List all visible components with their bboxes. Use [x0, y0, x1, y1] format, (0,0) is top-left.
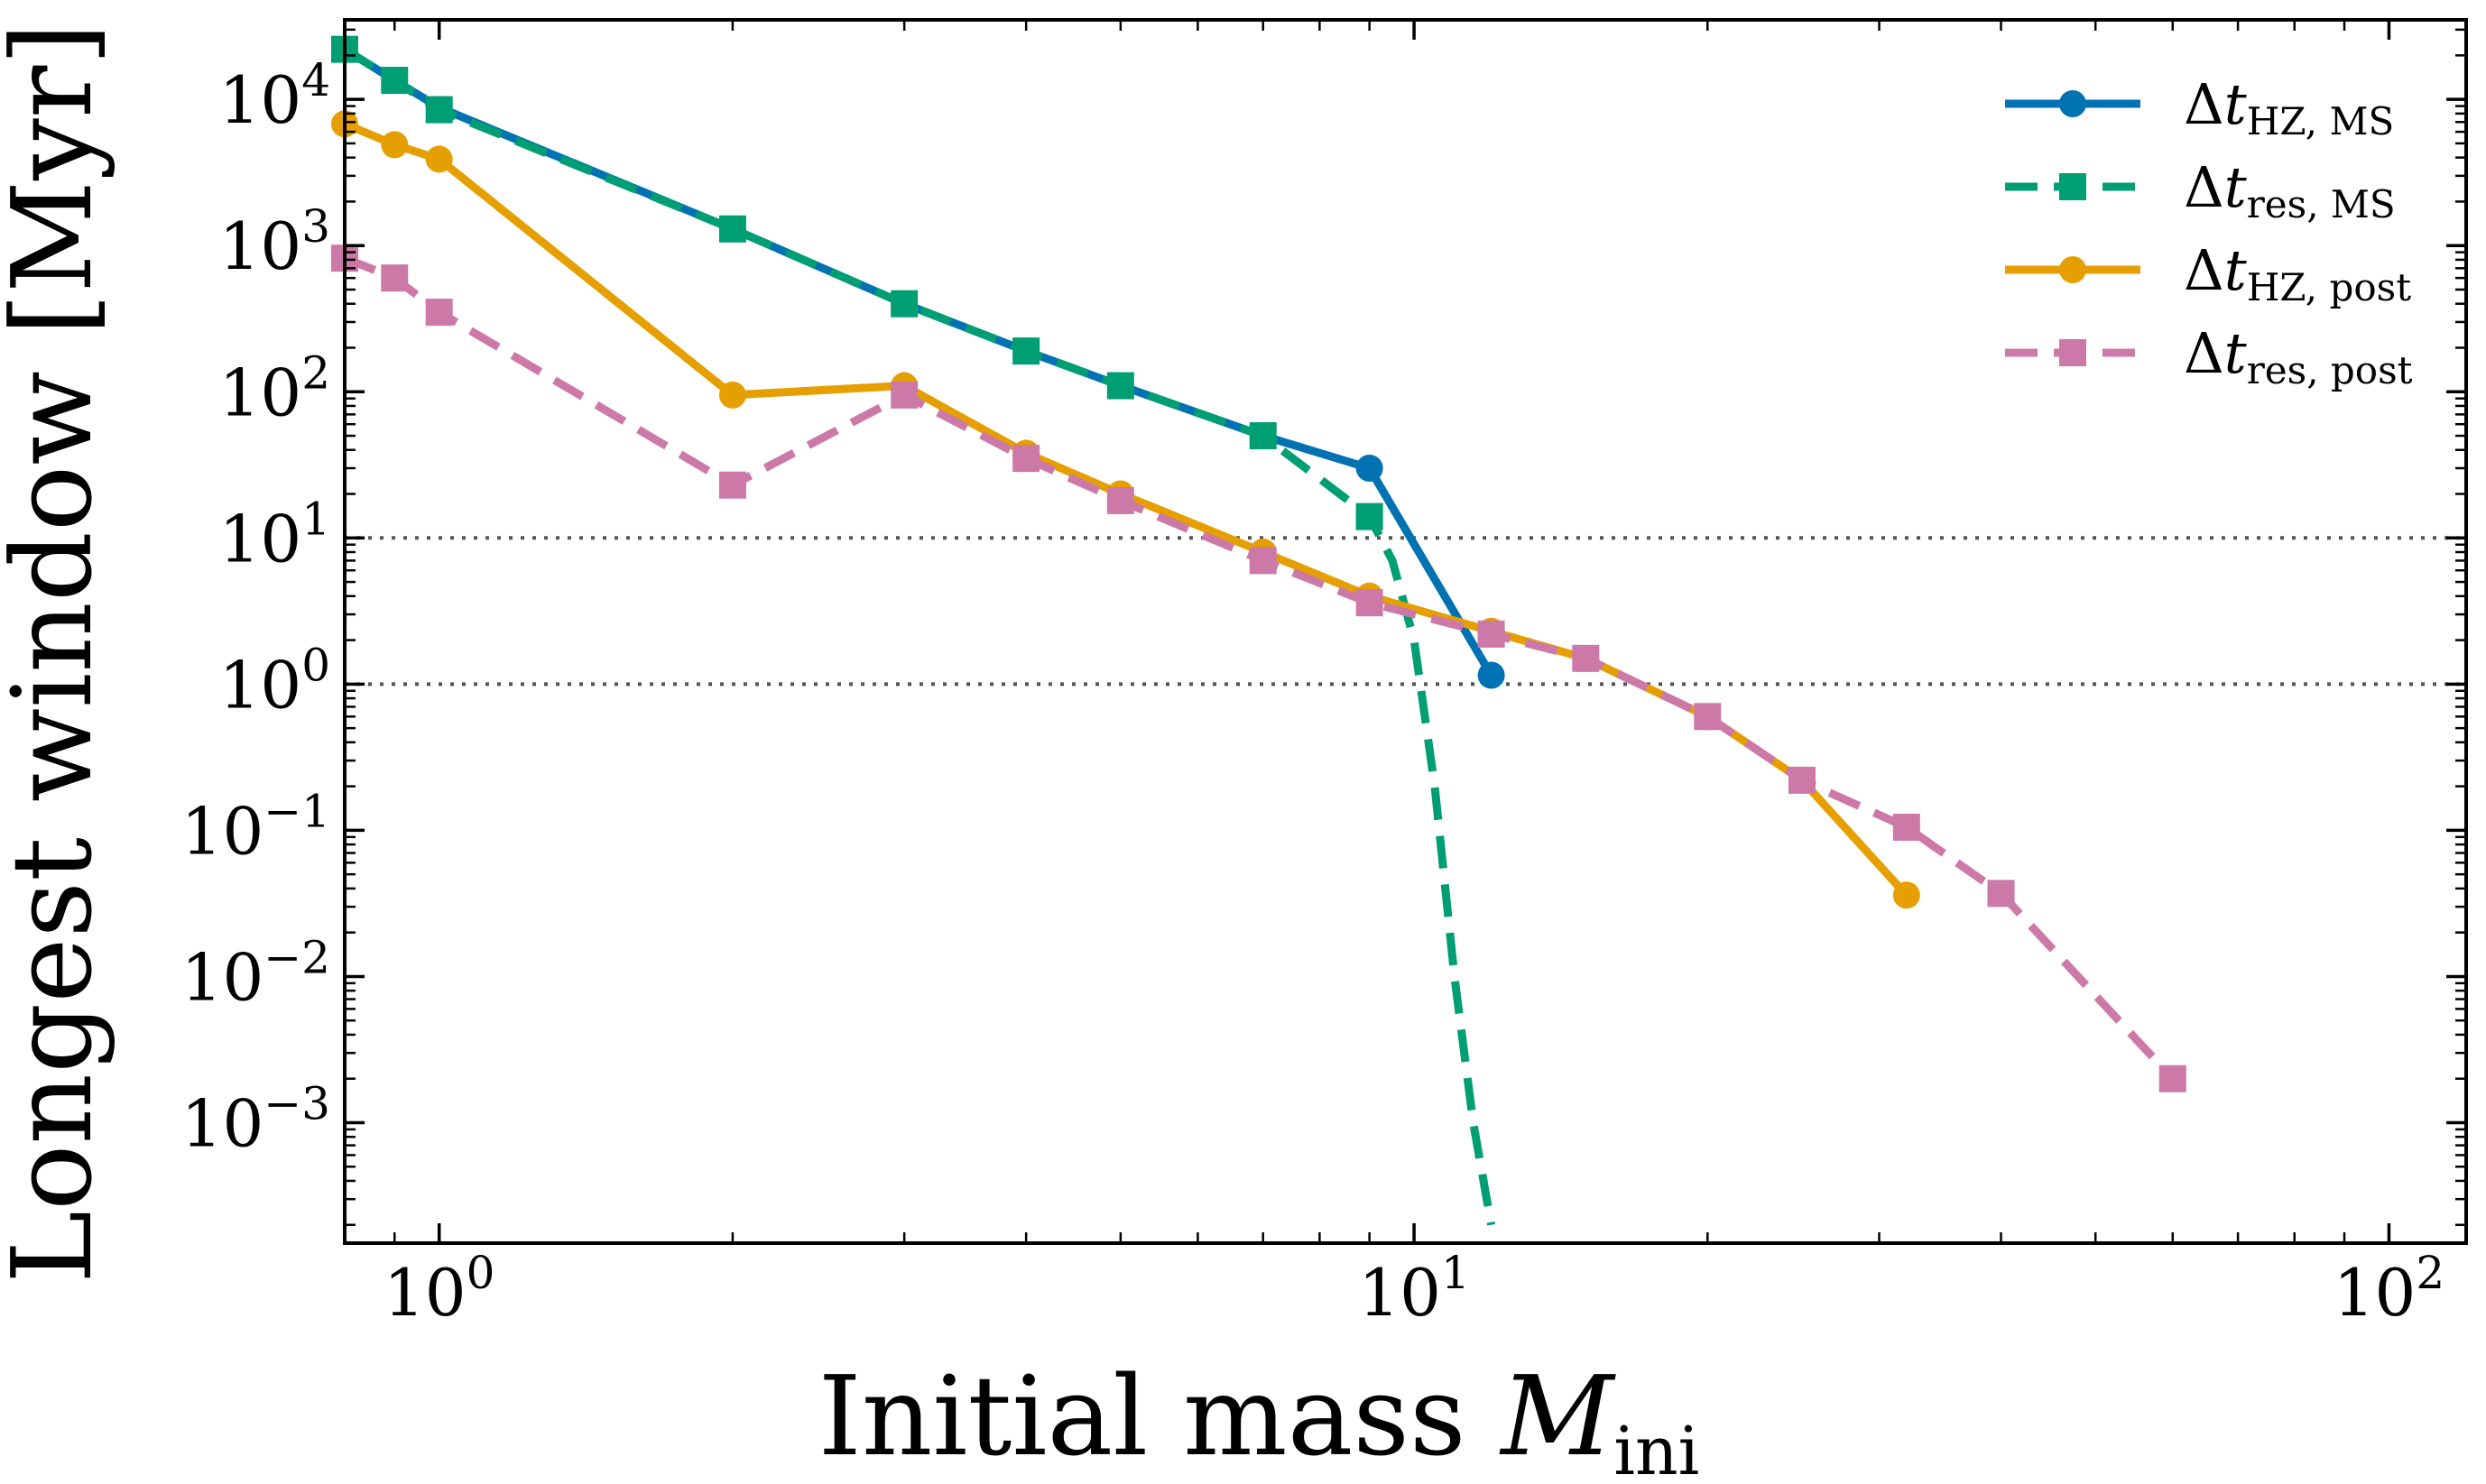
legend: ΔtHZ, MS Δtres, MS ΔtHZ, post Δtres, post: [2005, 71, 2413, 392]
legend-label: ΔtHZ, MS: [2184, 71, 2394, 143]
y-tick-label: 101: [219, 493, 330, 576]
legend-swatch-marker: [2059, 339, 2086, 366]
series-hz-ms: [342, 45, 1505, 689]
data-point: [1987, 880, 2015, 908]
legend-label: Δtres, MS: [2184, 154, 2396, 226]
plot-frame: [343, 18, 2468, 1245]
data-point: [1892, 881, 1920, 909]
series-res-post: [331, 244, 2186, 1092]
data-point: [1788, 766, 1816, 794]
data-point: [1106, 372, 1134, 400]
x-tick-label: 101: [1358, 1247, 1469, 1331]
data-point: [381, 67, 409, 95]
ticks-layer: 100 101 102 104 103 102 101 100 10−1 10−2 10−3: [181, 20, 2466, 1331]
data-point: [1249, 422, 1277, 450]
y-tick-label: 10−2: [181, 931, 330, 1015]
legend-swatch-marker: [2059, 256, 2086, 283]
legend-label: Δtres, post: [2184, 320, 2413, 392]
data-point: [1572, 644, 1600, 672]
legend-swatch-marker: [2059, 173, 2086, 200]
data-point: [381, 131, 409, 159]
y-tick-label: 102: [219, 346, 330, 430]
data-point: [2158, 1065, 2186, 1092]
series-layer: [331, 35, 2186, 1226]
data-point: [381, 264, 409, 292]
legend-item: ΔtHZ, post: [2005, 237, 2411, 309]
series-line: [342, 45, 1495, 677]
legend-swatch-marker: [2059, 90, 2086, 117]
y-tick-label: 10−1: [181, 785, 330, 869]
data-point: [718, 215, 746, 243]
data-point: [1355, 589, 1383, 617]
data-point: [425, 145, 453, 173]
legend-label: ΔtHZ, post: [2184, 237, 2411, 309]
x-axis-label: Initial mass Mini: [818, 1352, 1700, 1484]
reference-lines: [345, 536, 2466, 687]
y-tick-label: 103: [219, 200, 330, 284]
y-axis-label: Longest window [Myr]: [0, 23, 116, 1284]
data-point: [1477, 620, 1505, 648]
data-point: [1355, 454, 1383, 482]
data-point: [1012, 337, 1040, 365]
x-tick-label: 102: [2334, 1247, 2444, 1331]
data-point: [1012, 445, 1040, 473]
data-point: [1892, 813, 1920, 841]
x-tick-label: 100: [384, 1247, 494, 1331]
data-point: [1106, 486, 1134, 514]
y-tick-label: 100: [219, 639, 330, 723]
y-tick-label: 10−3: [181, 1077, 330, 1161]
data-point: [1477, 661, 1505, 689]
data-point: [1694, 703, 1722, 731]
legend-item: ΔtHZ, MS: [2005, 71, 2394, 143]
data-point: [718, 381, 746, 409]
data-point: [718, 471, 746, 499]
legend-item: Δtres, post: [2005, 320, 2413, 392]
data-point: [891, 290, 919, 318]
legend-item: Δtres, MS: [2005, 154, 2396, 226]
y-tick-label: 104: [219, 54, 330, 138]
data-point: [891, 381, 919, 409]
data-point: [1249, 547, 1277, 575]
series-line: [343, 253, 2176, 1082]
data-point: [1355, 502, 1383, 530]
data-point: [425, 299, 453, 327]
data-point: [425, 96, 453, 124]
series-res-ms: [331, 35, 1496, 1226]
